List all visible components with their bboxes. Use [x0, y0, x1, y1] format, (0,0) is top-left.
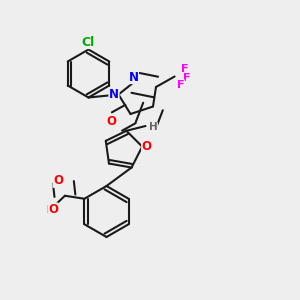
Text: Cl: Cl — [82, 35, 95, 49]
Text: H: H — [46, 205, 54, 215]
Text: N: N — [128, 70, 139, 84]
Text: N: N — [109, 88, 119, 101]
Text: H: H — [148, 122, 158, 133]
Text: F: F — [182, 64, 189, 74]
Text: O: O — [48, 203, 58, 216]
Text: O: O — [142, 140, 152, 153]
Text: O: O — [106, 115, 117, 128]
Text: F: F — [177, 80, 184, 90]
Text: O: O — [53, 174, 63, 187]
Text: F: F — [183, 73, 190, 83]
